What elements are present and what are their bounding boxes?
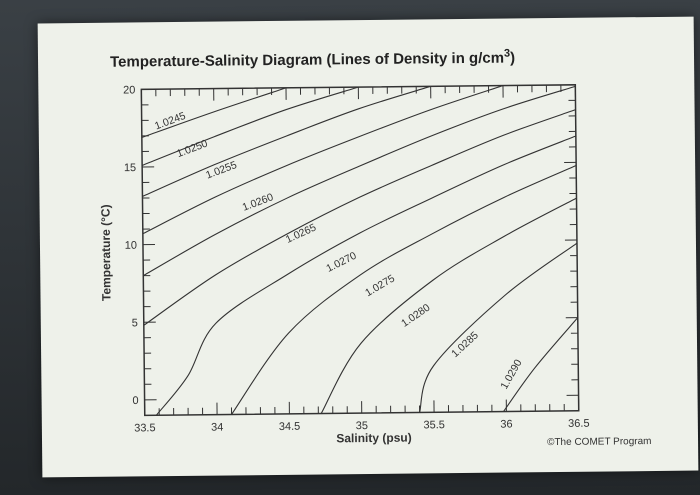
- ts-diagram-chart: Temperature-Salinity Diagram (Lines of D…: [99, 47, 652, 449]
- x-tick-label: 36.5: [568, 418, 590, 430]
- x-tick-label: 35.5: [423, 419, 445, 431]
- y-tick-label: 20: [123, 84, 135, 96]
- density-contour-line: [142, 85, 431, 197]
- credit-text: ©The COMET Program: [547, 436, 652, 448]
- x-tick-label: 36: [500, 418, 512, 430]
- density-contour-label: 1.0250: [175, 138, 209, 161]
- x-tick-label: 35: [356, 420, 368, 432]
- y-tick-label: 0: [132, 395, 138, 407]
- density-contour-line: [155, 135, 577, 416]
- y-axis-label: Temperature (°C): [99, 204, 114, 301]
- density-contour-line: [141, 87, 287, 139]
- y-tick-label: 5: [132, 317, 138, 329]
- density-contour-label: 1.0245: [153, 110, 187, 133]
- y-tick-label: 10: [125, 240, 137, 252]
- chart-title: Temperature-Salinity Diagram (Lines of D…: [110, 47, 515, 70]
- density-contour-line: [419, 242, 578, 413]
- x-axis-label: Salinity (psu): [336, 431, 411, 446]
- x-tick-label: 34: [211, 422, 223, 434]
- density-contour-label: 1.0280: [399, 302, 432, 330]
- x-tick-label: 34.5: [279, 421, 301, 433]
- density-contour-label: 1.0285: [449, 329, 481, 360]
- slide: Temperature-Salinity Diagram (Lines of D…: [37, 16, 699, 478]
- density-contour-label: 1.0260: [241, 191, 275, 214]
- density-contour-line: [231, 165, 577, 415]
- density-contour-line: [320, 197, 577, 414]
- density-contour-line: [143, 109, 576, 326]
- density-contour-label: 1.0265: [284, 221, 318, 245]
- density-contour-line: [143, 85, 576, 277]
- y-tick-label: 15: [124, 162, 136, 174]
- density-contour-label: 1.0270: [324, 250, 358, 275]
- plot-area: 33.5 34 34.5 35 35.5 36 36.5 0 5 10 15 20 1.0245 1.02…: [123, 84, 590, 434]
- density-contour-line: [503, 317, 579, 412]
- density-contour-label: 1.0275: [363, 272, 397, 299]
- x-tick-label: 33.5: [134, 422, 156, 434]
- density-contour-line: [142, 85, 504, 235]
- density-contour-line: [141, 86, 359, 166]
